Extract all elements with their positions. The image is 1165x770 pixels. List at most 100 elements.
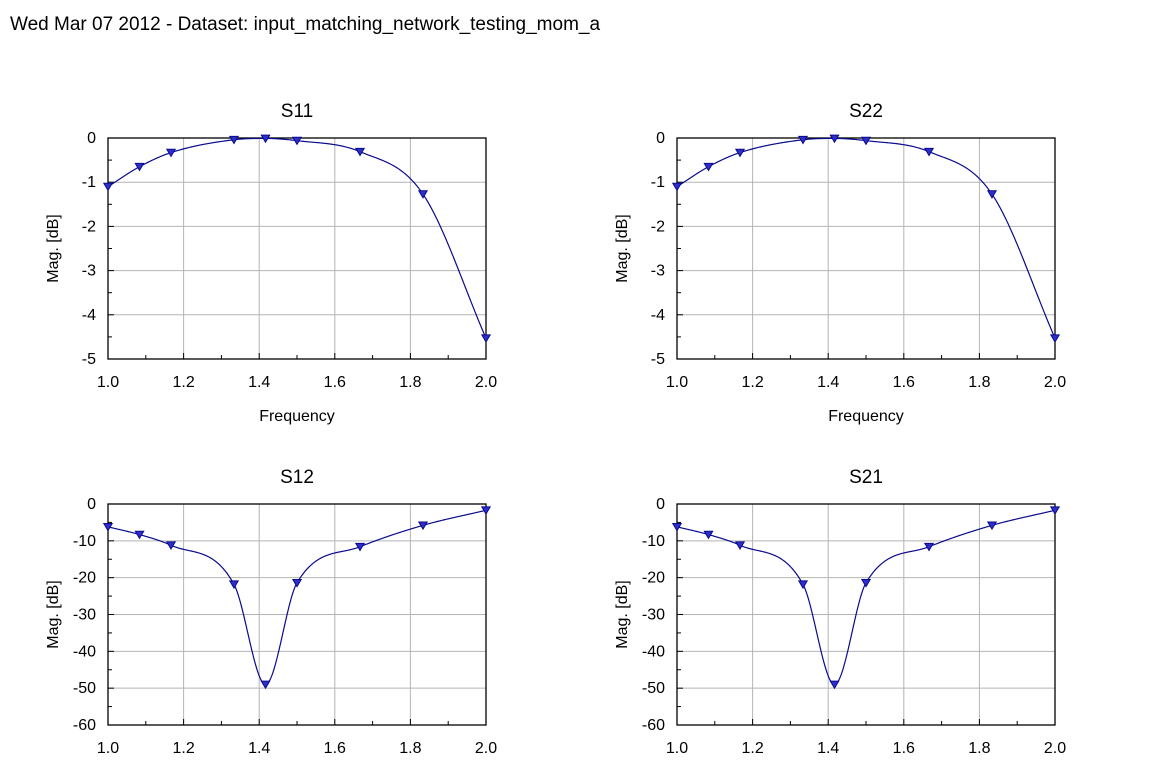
x-axis-label: Frequency	[828, 408, 904, 425]
data-point-marker	[291, 136, 303, 146]
x-tick-label: 1.2	[741, 374, 763, 391]
data-point-marker	[228, 135, 240, 145]
header-date: Wed Mar 07 2012	[10, 14, 161, 35]
y-tick-label: -40	[73, 643, 96, 660]
data-point-marker	[1049, 506, 1061, 516]
x-tick-label: 1.2	[741, 740, 763, 757]
data-point-marker	[986, 521, 998, 531]
plot-title: S21	[849, 467, 883, 488]
data-point-marker	[829, 134, 840, 144]
x-tick-label: 1.6	[324, 740, 346, 757]
plot-s11: S11 1.0 1.2 1.4 1.6 1.8 2.0 0 -1 -2 -3 -4 -5 Mag. [dB…	[45, 101, 497, 425]
y-tick-label: -5	[651, 351, 665, 368]
series-line	[676, 509, 1056, 686]
data-point-marker	[354, 542, 366, 552]
y-tick-label: -1	[651, 174, 665, 191]
y-tick-label: -20	[642, 570, 665, 587]
y-tick-label: -20	[73, 570, 96, 587]
plot-s22: S22 1.0 1.2 1.4 1.6 1.8 2.0 0 -1 -2 -3 -4 -5 Mag. [dB…	[614, 101, 1066, 425]
y-tick-label: -5	[82, 351, 96, 368]
y-tick-label: -60	[73, 717, 96, 734]
x-tick-label: 2.0	[1044, 740, 1066, 757]
data-point-marker	[797, 135, 809, 145]
data-point-marker	[923, 147, 935, 157]
plot-s21: S21 1.0 1.2 1.4 1.6 1.8 2.0 0 -10 -20 -30 -40 -50 -60…	[614, 467, 1066, 757]
data-point-marker	[134, 530, 145, 540]
data-point-marker	[986, 190, 998, 199]
x-tick-label: 1.6	[893, 740, 915, 757]
y-tick-label: 0	[656, 130, 665, 147]
data-point-marker	[260, 680, 271, 690]
plot-frame	[676, 137, 1056, 360]
y-tick-label: -2	[82, 218, 96, 235]
y-tick-label: -50	[642, 680, 665, 697]
y-axis-label: Mag. [dB]	[45, 214, 62, 282]
series-line	[676, 137, 1056, 339]
data-point-marker	[860, 136, 872, 146]
y-tick-label: -10	[642, 533, 665, 550]
x-tick-label: 1.0	[666, 374, 688, 391]
x-tick-label: 1.0	[666, 740, 688, 757]
x-tick-label: 2.0	[475, 740, 497, 757]
data-point-marker	[291, 578, 303, 588]
x-tick-label: 1.0	[97, 740, 119, 757]
y-tick-label: -3	[82, 263, 96, 280]
data-point-marker	[165, 541, 177, 551]
x-tick-label: 1.2	[172, 374, 194, 391]
data-point-marker	[703, 162, 714, 172]
dataset-header: Wed Mar 07 2012 - Dataset: input_matchin…	[10, 14, 600, 36]
series-line	[107, 509, 487, 686]
plot-title: S11	[281, 101, 313, 122]
y-axis-label: Mag. [dB]	[614, 214, 631, 282]
data-point-marker	[1049, 334, 1061, 343]
x-tick-label: 2.0	[1044, 374, 1066, 391]
data-point-marker	[671, 182, 683, 192]
data-point-marker	[734, 541, 746, 551]
y-tick-label: -30	[73, 607, 96, 624]
y-axis-label: Mag. [dB]	[45, 580, 62, 648]
data-point-marker	[102, 522, 114, 532]
y-tick-label: -30	[642, 607, 665, 624]
data-point-marker	[480, 506, 492, 516]
x-tick-label: 1.4	[248, 740, 270, 757]
x-tick-label: 1.8	[968, 740, 990, 757]
y-tick-label: -10	[73, 533, 96, 550]
x-tick-label: 1.6	[893, 374, 915, 391]
x-tick-label: 1.4	[248, 374, 270, 391]
x-tick-label: 1.8	[399, 374, 421, 391]
y-tick-label: -60	[642, 717, 665, 734]
x-tick-label: 1.6	[324, 374, 346, 391]
x-tick-label: 1.4	[817, 374, 839, 391]
x-tick-label: 2.0	[475, 374, 497, 391]
y-tick-label: -2	[651, 218, 665, 235]
y-axis-label: Mag. [dB]	[614, 580, 631, 648]
data-point-marker	[102, 182, 114, 192]
y-tick-label: -40	[642, 643, 665, 660]
x-tick-label: 1.2	[172, 740, 194, 757]
y-tick-label: 0	[87, 496, 96, 513]
y-tick-label: -50	[73, 680, 96, 697]
data-point-marker	[797, 580, 809, 590]
data-point-marker	[671, 522, 683, 532]
header-dataset-name: input_matching_network_testing_mom_a	[253, 14, 601, 35]
data-point-marker	[860, 578, 872, 588]
series-line	[107, 137, 487, 339]
data-point-marker	[354, 147, 366, 157]
plot-title: S22	[849, 101, 883, 122]
y-tick-label: -4	[651, 307, 665, 324]
x-tick-label: 1.0	[97, 374, 119, 391]
data-point-marker	[829, 680, 840, 690]
x-tick-label: 1.8	[968, 374, 990, 391]
y-tick-label: 0	[87, 130, 96, 147]
x-axis-label: Frequency	[259, 408, 335, 425]
data-point-marker	[417, 521, 429, 531]
data-point-marker	[480, 334, 492, 343]
data-point-marker	[134, 162, 145, 172]
y-tick-label: -4	[82, 307, 96, 324]
x-tick-label: 1.4	[817, 740, 839, 757]
y-tick-label: 0	[656, 496, 665, 513]
data-point-marker	[923, 542, 935, 552]
plot-title: S12	[280, 467, 314, 488]
data-point-marker	[417, 190, 429, 199]
